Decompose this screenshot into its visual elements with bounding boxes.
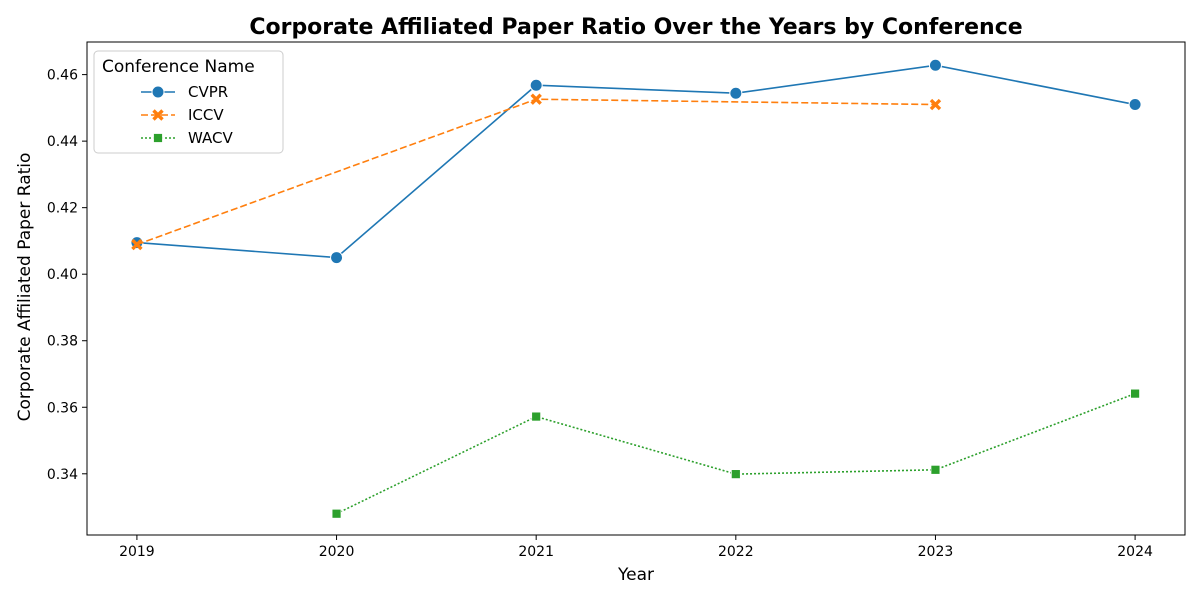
y-axis-label: Corporate Affiliated Paper Ratio xyxy=(15,153,35,422)
point-cvpr-2022 xyxy=(729,86,743,100)
y-tick-label-0: 0.34 xyxy=(47,467,78,483)
y-tick-label-1: 0.36 xyxy=(47,400,78,416)
y-tick-label-4: 0.42 xyxy=(47,201,78,217)
x-tick-label-4: 2023 xyxy=(918,544,954,560)
legend-title: Conference Name xyxy=(102,57,255,77)
x-tick-label-2: 2021 xyxy=(518,544,554,560)
plot-frame xyxy=(86,41,1186,536)
point-cvpr-2020 xyxy=(330,251,344,265)
x-tick-label-5: 2024 xyxy=(1117,544,1153,560)
y-tick-label-6: 0.46 xyxy=(47,68,78,84)
point-wacv-2020 xyxy=(331,508,342,519)
plot-area: 2019 2020 2021 2022 2023 2024 0.34 0.36 0.38 0.40… xyxy=(47,41,1186,560)
legend-marker-wacv xyxy=(153,133,163,143)
point-wacv-2022 xyxy=(730,469,741,480)
x-axis-label: Year xyxy=(617,565,654,585)
legend-marker-iccv xyxy=(152,109,164,121)
y-tick-label-2: 0.38 xyxy=(47,334,78,350)
chart-title: Corporate Affiliated Paper Ratio Over th… xyxy=(249,15,1022,40)
point-wacv-2021 xyxy=(531,411,542,422)
series-line-cvpr xyxy=(136,64,1136,259)
point-cvpr-2021 xyxy=(529,78,543,92)
point-iccv-2023 xyxy=(929,98,942,111)
point-wacv-2023 xyxy=(930,464,941,475)
x-tick-label-3: 2022 xyxy=(718,544,754,560)
legend-label-iccv: ICCV xyxy=(188,106,224,124)
legend-label-wacv: WACV xyxy=(188,129,233,147)
point-iccv-2019 xyxy=(131,238,143,251)
legend-frame xyxy=(93,50,284,154)
point-iccv-2021 xyxy=(530,93,542,105)
x-tick-label-1: 2020 xyxy=(319,544,355,560)
point-cvpr-2023 xyxy=(928,58,942,72)
y-tick-label-5: 0.44 xyxy=(47,134,78,150)
legend-marker-cvpr xyxy=(151,85,165,99)
point-cvpr-2024 xyxy=(1128,98,1142,112)
x-tick-label-0: 2019 xyxy=(119,544,155,560)
series-line-wacv xyxy=(336,392,1136,515)
legend-label-cvpr: CVPR xyxy=(188,83,228,101)
y-tick-label-3: 0.40 xyxy=(47,267,78,283)
point-wacv-2024 xyxy=(1130,388,1140,399)
legend: Conference Name CVPR ICCV WACV xyxy=(93,50,284,154)
